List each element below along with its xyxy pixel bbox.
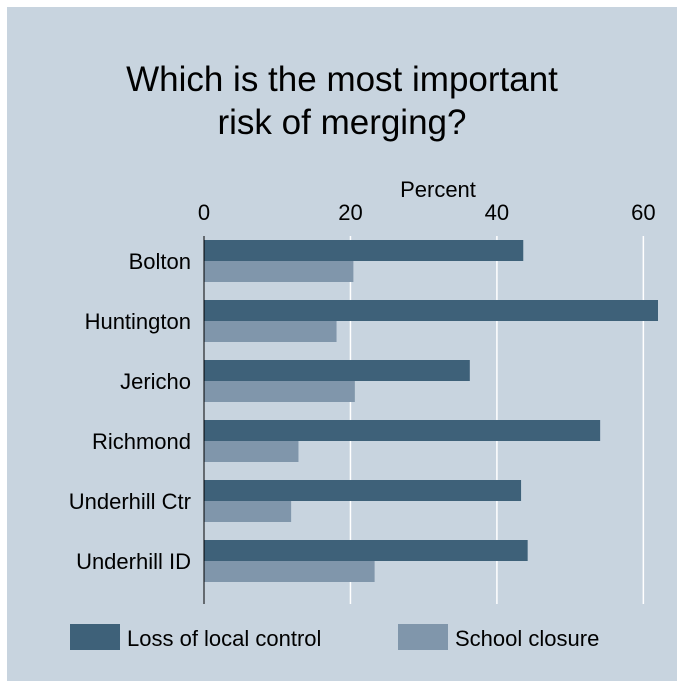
x-tick-label-20: 20 — [338, 200, 362, 225]
x-tick-label-60: 60 — [631, 200, 655, 225]
bar-bolton-school-closure — [204, 261, 354, 282]
bar-bolton-loss-of-local-control — [204, 240, 524, 261]
bar-richmond-school-closure — [204, 441, 299, 462]
bar-underhill-ctr-school-closure — [204, 501, 292, 522]
x-tick-label-40: 40 — [485, 200, 509, 225]
bar-underhill-ctr-loss-of-local-control — [204, 480, 522, 501]
x-axis-title: Percent — [400, 177, 476, 202]
category-label-bolton: Bolton — [129, 249, 191, 274]
x-tick-label-0: 0 — [198, 200, 210, 225]
legend-label-school-closure: School closure — [455, 626, 599, 651]
bar-huntington-loss-of-local-control — [204, 300, 658, 321]
category-label-underhill-id: Underhill ID — [76, 549, 191, 574]
bars — [204, 240, 658, 582]
category-label-richmond: Richmond — [92, 429, 191, 454]
bar-jericho-school-closure — [204, 381, 355, 402]
legend: Loss of local control School closure — [70, 624, 599, 651]
category-label-huntington: Huntington — [85, 309, 191, 334]
bar-underhill-id-loss-of-local-control — [204, 540, 528, 561]
x-axis-ticks: 0 20 40 60 — [198, 200, 656, 225]
bar-jericho-loss-of-local-control — [204, 360, 470, 381]
category-label-underhill-ctr: Underhill Ctr — [69, 489, 191, 514]
bar-underhill-id-school-closure — [204, 561, 375, 582]
bar-huntington-school-closure — [204, 321, 337, 342]
legend-label-loss-of-local-control: Loss of local control — [127, 626, 321, 651]
chart-title-line-1: Which is the most important — [126, 60, 558, 99]
legend-swatch-loss-of-local-control — [70, 624, 120, 650]
legend-swatch-school-closure — [398, 624, 448, 650]
chart-title-line-2: risk of merging? — [218, 103, 467, 142]
bar-richmond-loss-of-local-control — [204, 420, 601, 441]
category-labels: Bolton Huntington Jericho Richmond Underhill… — [69, 249, 191, 574]
category-label-jericho: Jericho — [120, 369, 191, 394]
